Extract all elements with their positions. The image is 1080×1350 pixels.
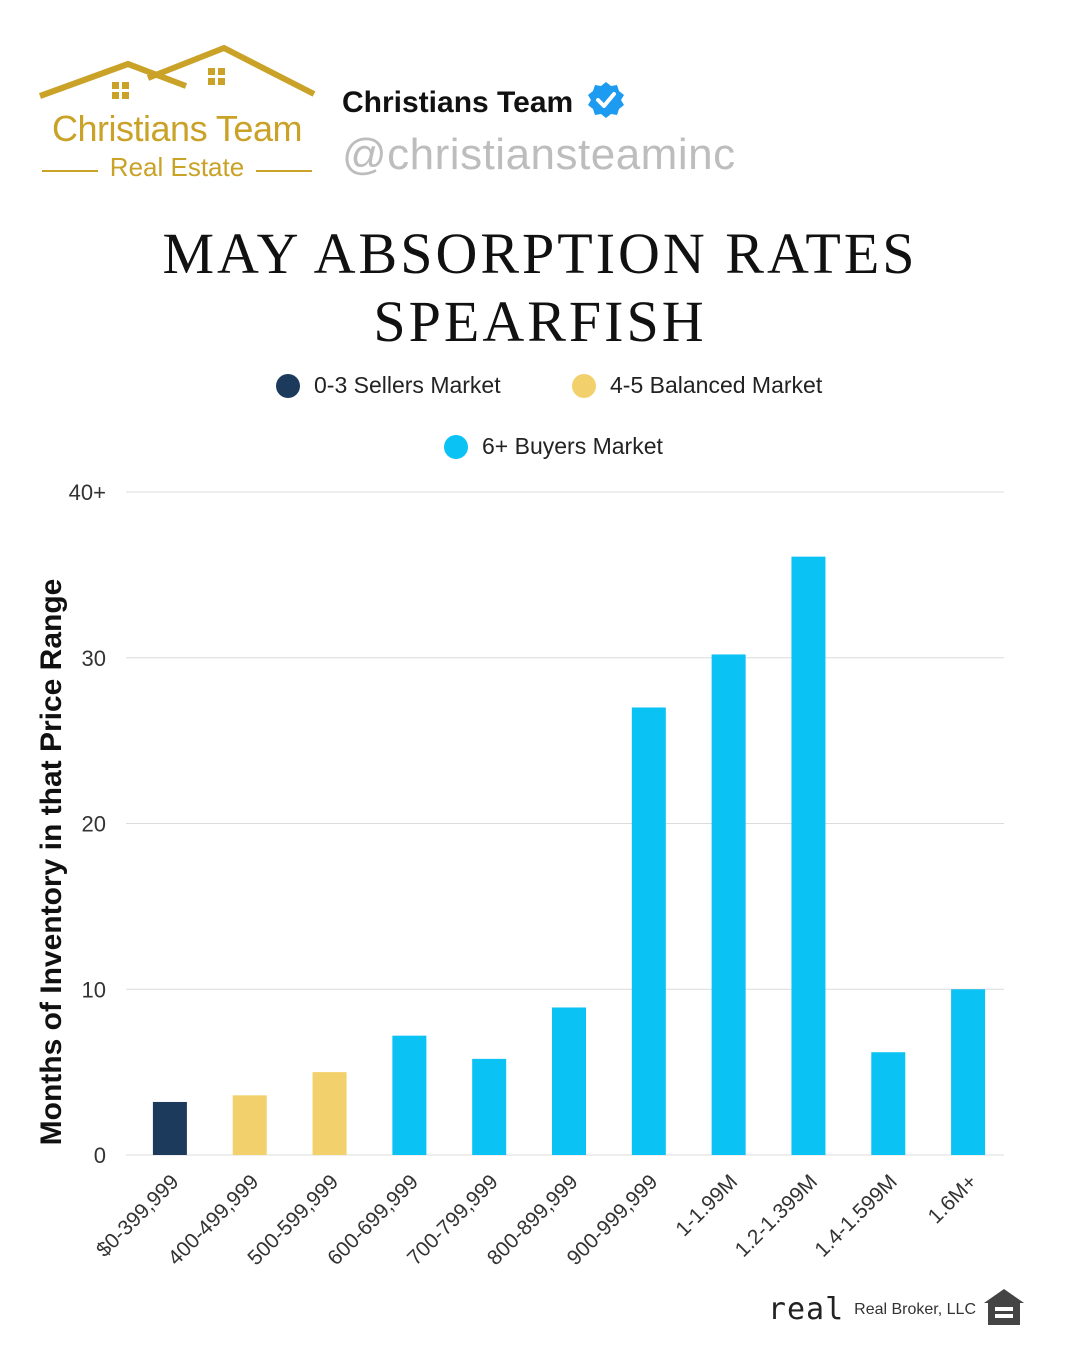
x-tick-label: 1-1.99M bbox=[671, 1170, 742, 1241]
bar bbox=[152, 1101, 187, 1155]
x-tick-label: 1.4-1.599M bbox=[810, 1170, 901, 1261]
bar bbox=[472, 1058, 507, 1155]
y-tick-label: 10 bbox=[82, 977, 106, 1002]
legend-label-sellers: 0-3 Sellers Market bbox=[314, 372, 501, 398]
logo-name: Christians Team bbox=[52, 108, 302, 149]
bar bbox=[711, 654, 746, 1155]
logo-subtitle: Real Estate bbox=[109, 152, 245, 182]
bar bbox=[392, 1035, 427, 1155]
x-tick-label: 1.2-1.399M bbox=[731, 1170, 822, 1261]
account-name: Christians Team bbox=[342, 85, 574, 119]
roof-icon bbox=[38, 44, 316, 99]
legend-dot-buyers bbox=[444, 434, 468, 459]
title-line-1: MAY ABSORPTION RATES bbox=[162, 221, 918, 286]
chart-title: MAY ABSORPTION RATES SPEARFISH bbox=[0, 220, 1080, 356]
bar bbox=[232, 1095, 267, 1155]
legend-item-buyers: 6+ Buyers Market bbox=[444, 433, 663, 460]
account-header: Christians Team bbox=[342, 80, 626, 125]
bar bbox=[871, 1052, 906, 1155]
y-tick-label: 30 bbox=[82, 646, 106, 671]
broker-name: Real Broker, LLC bbox=[854, 1300, 976, 1318]
bar bbox=[791, 556, 826, 1155]
legend-dot-sellers bbox=[276, 373, 300, 398]
y-tick-label: 20 bbox=[82, 812, 106, 837]
legend-label-balanced: 4-5 Balanced Market bbox=[610, 372, 823, 398]
footer: real Real Broker, LLC bbox=[768, 1287, 1026, 1332]
y-tick-label: 40+ bbox=[69, 480, 106, 505]
legend-item-sellers: 0-3 Sellers Market bbox=[276, 372, 501, 399]
equal-housing-icon bbox=[982, 1287, 1026, 1332]
legend-item-balanced: 4-5 Balanced Market bbox=[572, 372, 822, 399]
verified-badge-icon bbox=[586, 80, 626, 125]
x-tick-label: 1.6M+ bbox=[924, 1170, 982, 1228]
legend-label-buyers: 6+ Buyers Market bbox=[482, 433, 663, 459]
bar bbox=[552, 1007, 586, 1155]
logo-divider bbox=[256, 170, 312, 172]
company-logo: Christians Team Real Estate bbox=[36, 44, 318, 184]
legend-dot-balanced bbox=[572, 373, 596, 398]
title-line-2: SPEARFISH bbox=[373, 289, 707, 354]
bar bbox=[631, 707, 666, 1155]
bar bbox=[312, 1072, 347, 1155]
logo-divider bbox=[42, 170, 98, 172]
account-handle: @christiansteaminc bbox=[342, 130, 736, 179]
broker-brand: real bbox=[767, 1292, 845, 1327]
y-tick-label: 0 bbox=[94, 1143, 106, 1168]
bar bbox=[951, 989, 986, 1155]
